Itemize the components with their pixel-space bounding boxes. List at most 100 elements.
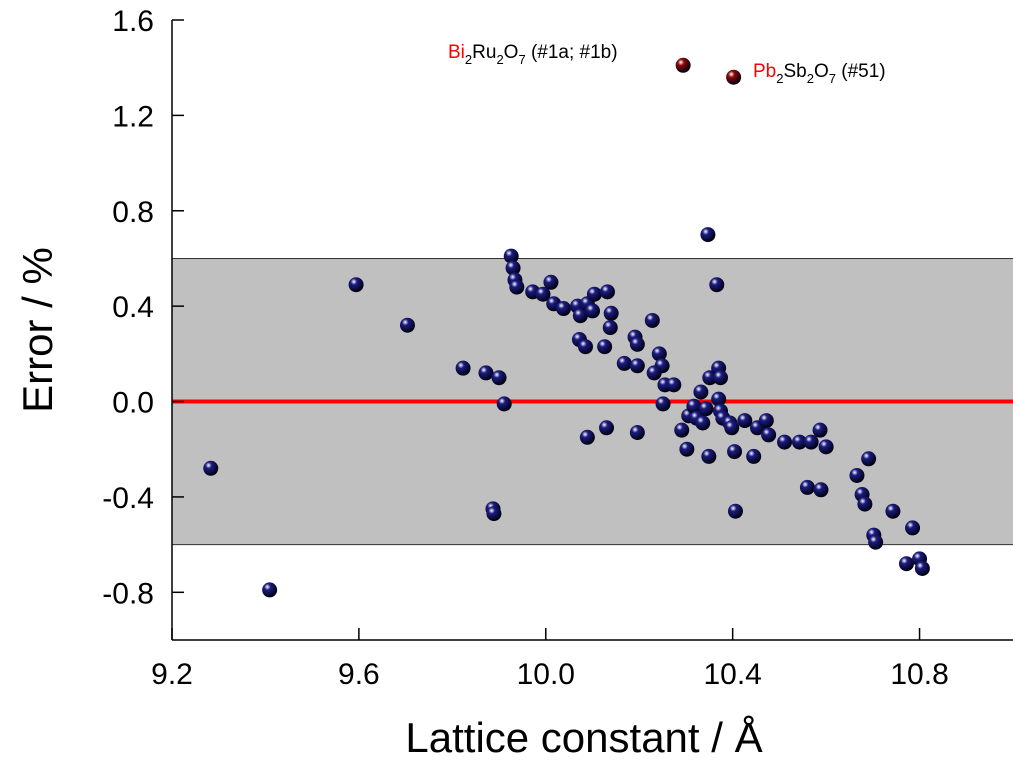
- x-axis-label: Lattice constant / Å: [405, 714, 762, 761]
- data-point: [655, 396, 671, 412]
- data-point: [813, 482, 829, 498]
- data-point: [629, 358, 645, 374]
- data-point: [203, 460, 219, 476]
- data-point: [698, 401, 714, 417]
- data-point: [799, 479, 815, 495]
- data-point: [585, 303, 600, 319]
- data-point: [777, 434, 793, 450]
- annotation: Pb2Sb2O7 (#51): [753, 61, 886, 86]
- data-point: [686, 398, 702, 414]
- data-point: [651, 346, 667, 362]
- annotation-part: 7: [518, 52, 525, 67]
- data-point: [675, 57, 691, 73]
- data-point: [599, 284, 615, 300]
- data-point: [616, 355, 632, 371]
- data-point: [905, 520, 921, 536]
- data-point: [868, 534, 884, 550]
- x-tick-label: 9.6: [338, 658, 380, 691]
- data-point: [509, 279, 525, 295]
- data-point: [791, 434, 807, 450]
- data-point: [758, 413, 774, 429]
- annotation-part: O: [814, 61, 829, 82]
- data-point: [572, 308, 588, 324]
- data-point: [803, 434, 819, 450]
- data-point: [885, 503, 901, 519]
- data-point: [861, 451, 877, 467]
- data-point: [857, 496, 873, 512]
- y-tick-label: 0.8: [112, 196, 154, 229]
- data-point: [586, 286, 602, 302]
- data-point: [577, 339, 593, 355]
- x-tick-label: 10.8: [890, 658, 948, 691]
- data-point: [679, 441, 695, 457]
- annotation-part: Pb: [753, 61, 776, 82]
- data-point: [666, 377, 682, 393]
- annotation: Bi2Ru2O7 (#1a; #1b): [448, 42, 618, 67]
- data-point: [711, 391, 727, 407]
- x-tick-label: 9.2: [151, 658, 193, 691]
- data-point: [486, 506, 502, 522]
- y-tick-label: 0.4: [112, 291, 154, 324]
- data-point: [849, 467, 865, 483]
- data-point: [478, 365, 494, 381]
- y-tick-label: 1.2: [112, 100, 154, 133]
- annotation-part: Bi: [448, 42, 465, 63]
- data-point: [543, 274, 559, 290]
- data-point: [629, 336, 645, 352]
- data-point: [761, 427, 777, 443]
- annotation-part: 2: [465, 52, 472, 67]
- data-point: [348, 277, 364, 293]
- data-point: [695, 415, 711, 431]
- data-point: [914, 560, 930, 576]
- data-point: [724, 420, 740, 436]
- x-tick-label: 10.0: [517, 658, 575, 691]
- data-point: [579, 429, 595, 445]
- data-point: [709, 277, 725, 293]
- annotation-part: Ru: [472, 42, 496, 63]
- data-point: [818, 439, 834, 455]
- data-point: [702, 370, 718, 386]
- data-point: [597, 339, 613, 355]
- annotation-part: (#51): [836, 61, 886, 82]
- data-point: [746, 448, 762, 464]
- data-point: [646, 365, 662, 381]
- data-point: [535, 286, 551, 302]
- data-point: [503, 248, 519, 264]
- annotation-part: 2: [776, 71, 783, 86]
- data-point: [727, 503, 743, 519]
- data-point: [399, 317, 415, 333]
- data-point: [737, 413, 753, 429]
- y-tick-label: 1.6: [112, 5, 154, 38]
- y-tick-label: -0.4: [102, 482, 154, 515]
- data-point: [693, 384, 709, 400]
- data-point: [491, 370, 507, 386]
- data-point: [674, 422, 690, 438]
- data-point: [644, 312, 660, 328]
- y-axis-label: Error / %: [14, 247, 61, 413]
- annotation-part: 2: [496, 52, 503, 67]
- data-point: [701, 448, 717, 464]
- annotation-part: 2: [807, 71, 814, 86]
- data-point: [496, 396, 512, 412]
- data-point: [713, 370, 729, 386]
- annotation-part: O: [504, 42, 519, 63]
- data-point: [629, 425, 645, 441]
- x-tick-label: 10.4: [703, 658, 761, 691]
- y-tick-label: -0.8: [102, 577, 154, 610]
- data-point: [727, 444, 743, 460]
- data-point: [556, 301, 572, 317]
- annotation-part: Sb: [783, 61, 806, 82]
- annotation-part: 7: [829, 71, 836, 86]
- data-point: [812, 422, 828, 438]
- data-point: [455, 360, 471, 376]
- data-point: [599, 420, 615, 436]
- data-point: [262, 582, 278, 598]
- data-point: [700, 227, 716, 243]
- y-tick-label: 0.0: [112, 387, 154, 420]
- data-point: [726, 69, 742, 85]
- data-point: [603, 305, 619, 321]
- data-point: [602, 320, 618, 336]
- data-point: [505, 260, 521, 276]
- data-point: [898, 556, 914, 572]
